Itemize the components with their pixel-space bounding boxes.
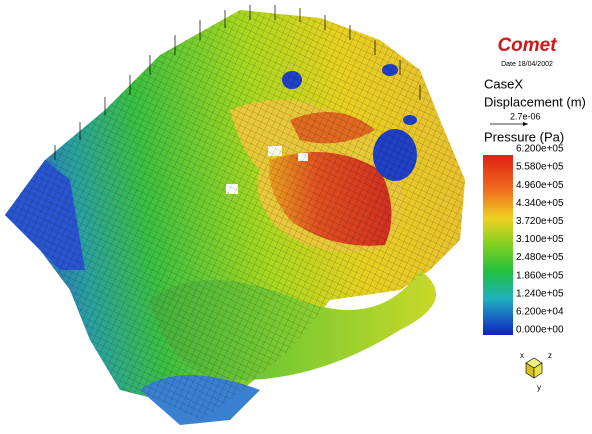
displacement-arrows bbox=[54, 5, 421, 160]
date: Date 18/04/2002 bbox=[501, 61, 553, 68]
axis-y: y bbox=[537, 383, 541, 392]
level-label: 6.200e+05 bbox=[516, 144, 564, 155]
axis-z: z bbox=[548, 351, 552, 360]
color-bar bbox=[483, 155, 513, 335]
pressure-label: Pressure (Pa) bbox=[484, 129, 564, 144]
level-label: 4.340e+05 bbox=[516, 198, 564, 209]
case-name: CaseX bbox=[484, 76, 523, 91]
level-label: 1.240e+05 bbox=[516, 288, 564, 299]
legend: Comet Date 18/04/2002 CaseX Displacement… bbox=[483, 35, 586, 392]
level-label: 6.200e+04 bbox=[516, 307, 564, 318]
level-label: 1.860e+05 bbox=[516, 270, 564, 281]
level-label: 2.480e+05 bbox=[516, 252, 564, 263]
displacement-label: Displacement (m) bbox=[484, 94, 586, 109]
model-mesh bbox=[5, 10, 465, 420]
scale-arrowhead bbox=[523, 122, 528, 126]
axis-x: x bbox=[520, 351, 524, 360]
level-label: 4.960e+05 bbox=[516, 180, 564, 191]
axis-triad: x z y bbox=[520, 351, 552, 392]
level-label: 0.000e+00 bbox=[516, 325, 564, 336]
level-label: 3.100e+05 bbox=[516, 234, 564, 245]
model-render bbox=[5, 5, 465, 425]
logo: Comet bbox=[497, 35, 557, 56]
level-label: 5.580e+05 bbox=[516, 162, 564, 173]
color-bar-labels: 6.200e+05 5.580e+05 4.960e+05 4.340e+05 3.72… bbox=[516, 144, 564, 336]
level-label: 3.720e+05 bbox=[516, 216, 564, 227]
displacement-scale: 2.7e-06 bbox=[510, 111, 541, 121]
